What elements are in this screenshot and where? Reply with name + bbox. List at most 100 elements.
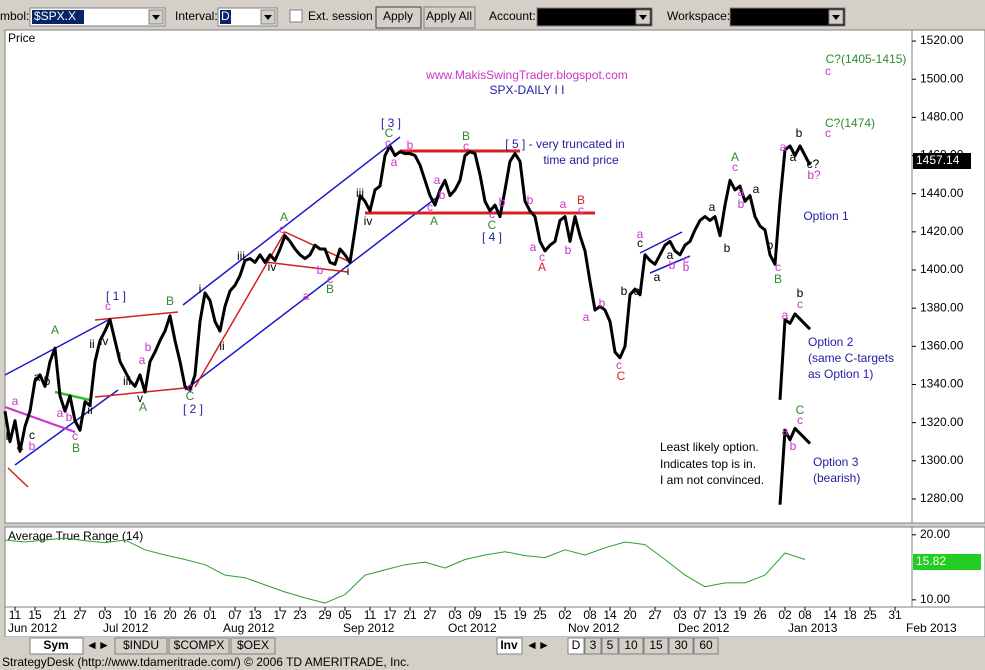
annotation: a <box>530 240 537 254</box>
annotation: a <box>667 248 674 262</box>
y-tick-label: 1320.00 <box>920 415 964 429</box>
arrow[interactable]: ◄ <box>86 638 98 652</box>
trendline <box>4 406 76 433</box>
x-tick-label: 31 <box>888 608 902 622</box>
annotation: c <box>279 222 285 236</box>
annotation: b <box>44 374 51 388</box>
dropdown-arrow <box>264 15 272 20</box>
x-tick-label: 15 <box>28 608 42 622</box>
y-tick-label: 1500.00 <box>920 71 964 85</box>
y-tick-label: 1480.00 <box>920 110 964 124</box>
y-tick-label: 1360.00 <box>920 339 964 353</box>
trendline <box>184 194 441 391</box>
tab-label: Inv <box>500 638 518 652</box>
tab-label: $INDU <box>123 638 159 652</box>
interval-tab[interactable] <box>693 637 719 655</box>
arrow[interactable]: ◄ <box>526 638 538 652</box>
annotation: SPX-DAILY I I <box>490 83 565 97</box>
tab-label: $OEX <box>237 638 269 652</box>
annotation: C <box>488 218 497 232</box>
checkbox[interactable] <box>289 9 303 23</box>
toolbar: mbol: $SPX.X Interval: D Ext. session Ap… <box>0 6 846 29</box>
symbol-label: mbol: <box>0 9 29 23</box>
x-tick-label: 03 <box>98 608 112 622</box>
x-tick-label: 23 <box>293 608 307 622</box>
annotation: i <box>347 264 350 278</box>
month-label: Nov 2012 <box>568 621 620 635</box>
interval-tab[interactable] <box>668 637 694 655</box>
x-tick-label: 15 <box>493 608 507 622</box>
x-tick-label: 26 <box>753 608 767 622</box>
annotation: Indicates top is in. <box>660 457 756 471</box>
interval-tab[interactable] <box>584 637 602 655</box>
annotation: ii <box>219 339 224 353</box>
annotation: b <box>439 188 446 202</box>
annotation: a <box>753 182 760 196</box>
annotation: (same C-targets <box>808 351 894 365</box>
workspace-box[interactable] <box>729 7 846 27</box>
x-tick-label: 03 <box>673 608 687 622</box>
x-tick-label: 20 <box>623 608 637 622</box>
account-box[interactable] <box>536 7 653 27</box>
y-tick-label: 1520.00 <box>920 33 964 47</box>
trendline <box>639 231 683 254</box>
annotation: B <box>72 441 80 455</box>
tab[interactable] <box>496 637 523 655</box>
chart-layer: 1520.001500.001480.001460.001440.001420.… <box>3 33 981 635</box>
last-value-box <box>913 553 981 570</box>
annotation: A <box>51 323 59 337</box>
annotation: c <box>385 136 391 150</box>
y-tick-label: 1280.00 <box>920 491 964 505</box>
arrow[interactable]: ► <box>98 638 110 652</box>
month-label: Aug 2012 <box>223 621 275 635</box>
interval-tab[interactable] <box>618 637 644 655</box>
apply-all-button[interactable] <box>423 6 476 29</box>
annotation: b <box>767 238 774 252</box>
tab[interactable] <box>29 637 84 655</box>
annotation: a <box>17 439 24 453</box>
x-tick-label: 27 <box>73 608 87 622</box>
tab[interactable] <box>114 637 168 655</box>
dropdown-arrow <box>832 15 840 20</box>
annotation: a <box>780 140 787 154</box>
tab[interactable] <box>230 637 276 655</box>
interval-tab[interactable] <box>567 637 585 655</box>
price-title: Price <box>8 31 36 45</box>
annotation: c <box>637 236 643 250</box>
annotation: b <box>317 263 324 277</box>
interval-tab[interactable] <box>643 637 669 655</box>
series-line <box>778 312 812 400</box>
x-tick-label: 21 <box>403 608 417 622</box>
apply-button[interactable] <box>375 6 422 29</box>
annotation: a <box>560 197 567 211</box>
tab[interactable] <box>168 637 230 655</box>
trendline <box>194 231 286 388</box>
annotation: a <box>303 289 310 303</box>
annotation: C <box>186 389 195 403</box>
x-tick-label: 02 <box>558 608 572 622</box>
month-label: Dec 2012 <box>678 621 730 635</box>
interval-tab[interactable] <box>601 637 619 655</box>
arrow[interactable]: ► <box>538 638 550 652</box>
y-tick-label: 20.00 <box>920 527 950 541</box>
annotation: a <box>782 424 789 438</box>
trendline <box>4 317 113 376</box>
tab-bar: Sym ◄ ► Inv ◄ ► $INDU $COMPX $OEX D 3 5 10 15 30… <box>0 637 985 655</box>
annotation: C?(1405-1415) <box>826 52 907 66</box>
atr-panel <box>4 526 913 608</box>
annotation: a <box>634 284 641 298</box>
x-tick-label: 13 <box>713 608 727 622</box>
x-tick-label: 01 <box>203 608 217 622</box>
interval-label: 15 <box>649 638 663 652</box>
trendline <box>649 255 691 274</box>
series-line <box>3 144 812 453</box>
symbol-value: $SPX.X <box>34 9 76 23</box>
annotation: Option 1 <box>803 209 849 223</box>
x-tick-label: 20 <box>163 608 177 622</box>
annotation: a <box>12 394 19 408</box>
month-label: Jul 2012 <box>103 621 149 635</box>
annotation: b <box>565 243 572 257</box>
annotation: B <box>462 129 470 143</box>
y-tick-label: 1400.00 <box>920 262 964 276</box>
